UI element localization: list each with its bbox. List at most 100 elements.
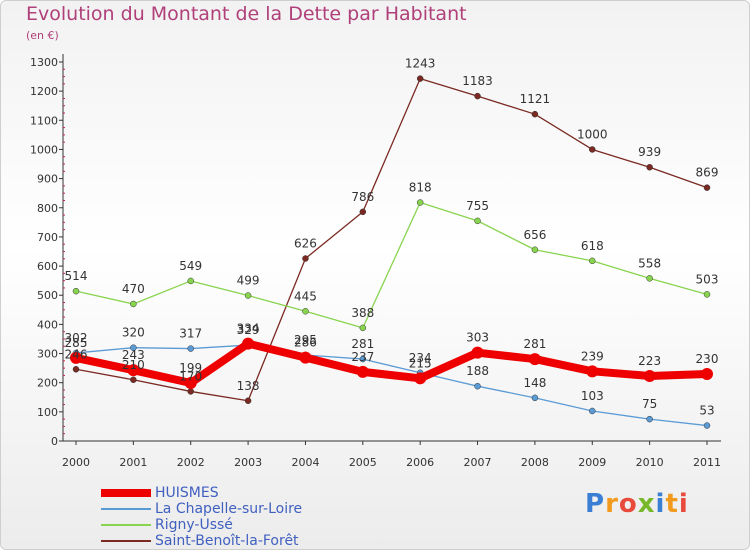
legend-swatch: [101, 524, 151, 526]
data-label: 295: [294, 333, 317, 347]
series-line-3: [75, 77, 708, 402]
data-point: [646, 275, 653, 282]
data-point: [528, 353, 541, 366]
data-point: [589, 146, 596, 153]
data-label: 103: [581, 389, 604, 403]
x-tick-label: 2005: [349, 456, 377, 469]
brand-letter: P: [585, 489, 606, 519]
data-label: 656: [523, 228, 546, 242]
data-point: [127, 364, 140, 377]
data-point: [474, 217, 481, 225]
data-point: [416, 75, 424, 82]
x-tick-label: 2010: [636, 456, 664, 469]
data-label: 869: [696, 166, 719, 180]
legend-label: La Chapelle-sur-Loire: [155, 501, 303, 517]
data-point: [244, 292, 252, 299]
data-label: 388: [351, 306, 374, 320]
x-tick-label: 2001: [119, 456, 147, 469]
data-point: [72, 287, 80, 295]
data-label: 188: [466, 364, 489, 378]
x-tick-label: 2009: [578, 456, 606, 469]
data-point: [643, 369, 656, 382]
y-tick-label: 1000: [30, 143, 58, 156]
chart-axes: 0 100 200 300 400 500 600 700 800 900 1000 1100 1200…: [30, 54, 721, 469]
x-tick-label: 2003: [234, 456, 262, 469]
x-tick-label: 2006: [406, 456, 434, 469]
chart-series: [70, 75, 713, 429]
y-tick-label: 500: [37, 289, 58, 302]
data-point: [359, 355, 367, 363]
legend-swatch: [101, 508, 151, 510]
data-point: [302, 308, 309, 315]
data-label: 818: [409, 181, 432, 195]
data-point: [586, 365, 599, 378]
data-label: 215: [409, 356, 432, 370]
data-label: 302: [65, 331, 88, 345]
data-label: 334: [237, 322, 260, 336]
brand-logo: Proxiti: [585, 489, 689, 519]
data-label: 210: [122, 358, 145, 372]
data-label: 286: [294, 336, 317, 350]
data-point: [646, 163, 653, 171]
chart-unit: (en €): [26, 29, 59, 42]
y-tick-label: 1100: [30, 114, 58, 127]
data-point: [187, 277, 194, 285]
legend-label: Saint-Benoît-la-Forêt: [155, 533, 299, 549]
data-label: 199: [179, 361, 202, 375]
data-label: 230: [696, 352, 719, 366]
data-point: [589, 257, 596, 265]
data-label: 281: [351, 337, 374, 351]
y-tick-label: 0: [51, 435, 58, 448]
series-line-2: [75, 201, 708, 329]
data-point: [703, 422, 711, 429]
data-label: 618: [581, 239, 604, 253]
y-tick-label: 400: [37, 318, 58, 331]
data-point: [302, 255, 309, 262]
data-label: 1000: [577, 127, 608, 141]
x-tick-label: 2011: [693, 456, 721, 469]
y-tick-label: 300: [37, 348, 58, 361]
data-point: [531, 110, 539, 118]
data-label: 1183: [462, 74, 493, 88]
y-tick-label: 200: [37, 377, 58, 390]
data-point: [701, 367, 713, 380]
data-label: 246: [65, 347, 88, 361]
legend-label: Rigny-Ussé: [155, 517, 233, 533]
data-point: [416, 199, 424, 206]
chart-title: Evolution du Montant de la Dette par Hab…: [26, 3, 467, 25]
data-point: [187, 345, 194, 352]
data-label: 1243: [405, 57, 436, 71]
data-point: [414, 372, 427, 385]
data-point: [471, 346, 484, 359]
x-tick-label: 2004: [291, 456, 319, 469]
data-label: 499: [237, 274, 260, 288]
data-point: [244, 397, 252, 405]
brand-letter: r: [605, 489, 619, 519]
data-point: [589, 407, 596, 415]
y-tick-label: 900: [37, 173, 58, 186]
y-tick-label: 600: [37, 260, 58, 273]
data-point: [474, 92, 481, 100]
data-label: 755: [466, 199, 489, 213]
data-label: 514: [65, 269, 88, 283]
data-point: [299, 351, 312, 364]
data-point: [703, 184, 711, 191]
data-point: [130, 344, 137, 351]
data-label: 148: [523, 376, 546, 390]
data-label: 243: [122, 348, 145, 362]
data-label: 303: [466, 331, 489, 345]
legend-swatch: [101, 489, 151, 497]
x-tick-label: 2007: [464, 456, 492, 469]
data-point: [359, 324, 367, 332]
data-point: [359, 208, 367, 216]
brand-letter: i: [655, 489, 666, 519]
data-point: [531, 246, 539, 254]
legend-item: Saint-Benoît-la-Forêt: [101, 533, 361, 549]
data-label: 138: [237, 379, 260, 393]
legend-item: La Chapelle-sur-Loire: [101, 501, 361, 517]
data-label: 549: [179, 259, 202, 273]
data-label: 1121: [520, 92, 551, 106]
data-label: 445: [294, 289, 317, 303]
